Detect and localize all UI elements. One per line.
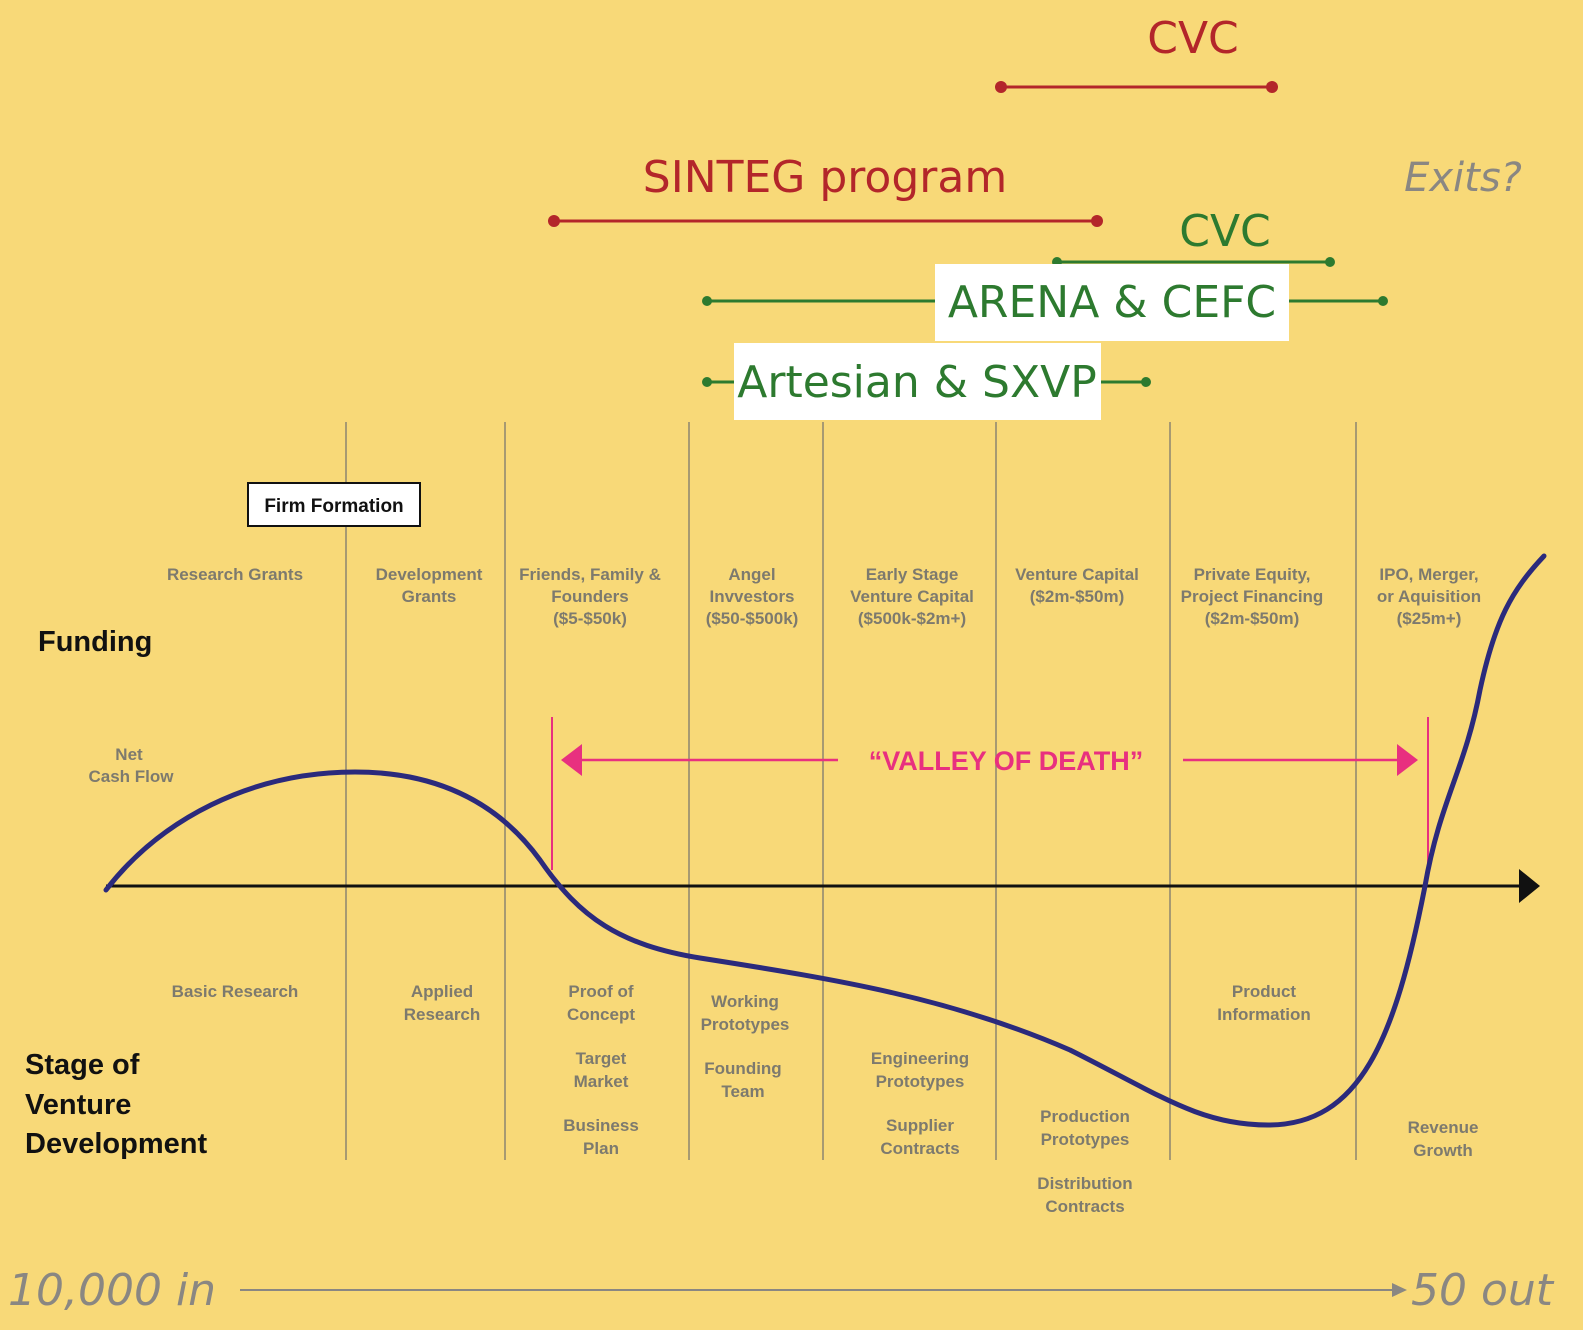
funding-stage-label-3-line-1: Invvestors bbox=[709, 587, 794, 606]
program-label: ARENA & CEFC bbox=[948, 277, 1276, 328]
venture-stage-label-11-line-1: Information bbox=[1217, 1005, 1311, 1024]
venture-stage-label-6-line-1: Team bbox=[721, 1082, 764, 1101]
venture-stage-label-3-line-1: Market bbox=[574, 1072, 629, 1091]
venture-stage-label-12-line-1: Growth bbox=[1413, 1141, 1473, 1160]
range-end-dot bbox=[1378, 296, 1388, 306]
box-frame bbox=[247, 482, 421, 527]
funding-stage-label-6-line-1: Project Financing bbox=[1181, 587, 1324, 606]
funding-stage-label-5-line-0: Venture Capital bbox=[1015, 565, 1139, 584]
valley-label: “VALLEY OF DEATH” bbox=[869, 746, 1144, 776]
firm-formation-label: Firm Formation bbox=[264, 496, 403, 517]
funnel-out-label: 50 out bbox=[1411, 1265, 1555, 1316]
program-label: CVC bbox=[1179, 206, 1271, 257]
funnel-arrowhead bbox=[1392, 1283, 1407, 1297]
net-cash-flow-curve bbox=[103, 553, 1547, 1128]
funding-stage-label-6-line-2: ($2m-$50m) bbox=[1205, 609, 1300, 628]
program-sinteg: SINTEG program bbox=[548, 152, 1103, 227]
venture-stage-label-9-line-0: Production bbox=[1040, 1107, 1130, 1126]
stage-axis-title-line2: Venture bbox=[25, 1089, 131, 1121]
funding-stage-label-7-line-2: ($25m+) bbox=[1397, 609, 1462, 628]
venture-stage-label-7-line-1: Prototypes bbox=[876, 1072, 965, 1091]
range-end-dot bbox=[1266, 81, 1278, 93]
funding-stage-label-4-line-2: ($500k-$2m+) bbox=[858, 609, 966, 628]
stage-axis-title-line1: Stage of bbox=[25, 1049, 140, 1081]
stage-dividers bbox=[345, 422, 1357, 1160]
funnel-row: 10,000 in 50 out bbox=[8, 1265, 1555, 1316]
program-label: SINTEG program bbox=[643, 152, 1007, 203]
label-background bbox=[935, 264, 1289, 341]
venture-stage-label-4-line-1: Plan bbox=[583, 1139, 619, 1158]
valley-right-arrowhead bbox=[1397, 744, 1418, 776]
funding-stage-label-4-line-0: Early Stage bbox=[866, 565, 959, 584]
funding-stage-label-1-line-0: Development bbox=[376, 565, 483, 584]
program-artesian-sxvp: Artesian & SXVP bbox=[702, 343, 1151, 420]
funding-stage-label-5-line-1: ($2m-$50m) bbox=[1030, 587, 1125, 606]
venture-stage-label-4-line-0: Business bbox=[563, 1116, 639, 1135]
valley-of-death: “VALLEY OF DEATH” bbox=[551, 717, 1429, 870]
funnel-in-label: 10,000 in bbox=[8, 1265, 216, 1316]
funding-stage-label-7-line-0: IPO, Merger, bbox=[1379, 565, 1478, 584]
range-start-dot bbox=[548, 215, 560, 227]
net-cash-flow-label-line1: Net bbox=[115, 745, 143, 764]
stage-axis-title-line3: Development bbox=[25, 1128, 207, 1160]
range-start-dot bbox=[702, 296, 712, 306]
funding-stage-labels: Research Grants Development Grants Friends,… bbox=[167, 565, 1481, 628]
axis-arrowhead bbox=[1519, 869, 1540, 903]
venture-stage-label-10-line-0: Distribution bbox=[1037, 1174, 1132, 1193]
funding-axis-title: Funding bbox=[38, 626, 152, 658]
range-start-dot bbox=[995, 81, 1007, 93]
program-arena-cefc: ARENA & CEFC bbox=[702, 264, 1388, 341]
funding-stage-label-6-line-0: Private Equity, bbox=[1194, 565, 1311, 584]
venture-stage-label-0-line-0: Basic Research bbox=[172, 982, 299, 1001]
venture-stage-label-2-line-1: Concept bbox=[567, 1005, 635, 1024]
program-label: CVC bbox=[1147, 13, 1239, 64]
venture-stage-label-7-line-0: Engineering bbox=[871, 1049, 969, 1068]
funding-stage-label-2-line-2: ($5-$50k) bbox=[553, 609, 627, 628]
funding-stage-label-0-line-0: Research Grants bbox=[167, 565, 303, 584]
net-cash-flow-label-line2: Cash Flow bbox=[88, 767, 174, 786]
funding-stage-label-2-line-0: Friends, Family & bbox=[519, 565, 661, 584]
funding-stage-label-1-line-1: Grants bbox=[402, 587, 457, 606]
venture-stage-label-8-line-1: Contracts bbox=[880, 1139, 959, 1158]
venture-stage-label-2-line-0: Proof of bbox=[568, 982, 633, 1001]
range-end-dot bbox=[1091, 215, 1103, 227]
venture-stage-label-1-line-1: Research bbox=[404, 1005, 481, 1024]
venture-stage-label-9-line-1: Prototypes bbox=[1041, 1130, 1130, 1149]
exits-label: Exits? bbox=[1404, 155, 1522, 201]
funding-stage-label-3-line-0: Angel bbox=[728, 565, 775, 584]
venture-stage-label-5-line-1: Prototypes bbox=[701, 1015, 790, 1034]
venture-stage-label-8-line-0: Supplier bbox=[886, 1116, 954, 1135]
funding-stage-label-4-line-1: Venture Capital bbox=[850, 587, 974, 606]
program-label: Artesian & SXVP bbox=[737, 357, 1097, 408]
firm-formation-box: Firm Formation bbox=[247, 482, 421, 527]
venture-stage-label-6-line-0: Founding bbox=[704, 1059, 781, 1078]
time-axis bbox=[106, 869, 1540, 903]
venture-stage-label-5-line-0: Working bbox=[711, 992, 779, 1011]
program-cvc-top: CVC bbox=[995, 13, 1278, 93]
range-start-dot bbox=[702, 377, 712, 387]
venture-stage-label-10-line-1: Contracts bbox=[1045, 1197, 1124, 1216]
label-background bbox=[734, 343, 1101, 420]
venture-stage-label-3-line-0: Target bbox=[576, 1049, 627, 1068]
funding-stage-label-3-line-2: ($50-$500k) bbox=[706, 609, 799, 628]
valley-left-arrowhead bbox=[561, 744, 582, 776]
venture-stage-label-12-line-0: Revenue bbox=[1408, 1118, 1479, 1137]
range-end-dot bbox=[1325, 257, 1335, 267]
venture-stage-label-1-line-0: Applied bbox=[411, 982, 473, 1001]
range-end-dot bbox=[1141, 377, 1151, 387]
program-cvc-green: CVC bbox=[1052, 206, 1335, 267]
venture-stage-label-11-line-0: Product bbox=[1232, 982, 1297, 1001]
funding-stage-label-7-line-1: or Aquisition bbox=[1377, 587, 1481, 606]
venture-stage-labels: Basic Research Applied Research Proof of Con… bbox=[172, 982, 1479, 1216]
funding-stage-label-2-line-1: Founders bbox=[551, 587, 628, 606]
